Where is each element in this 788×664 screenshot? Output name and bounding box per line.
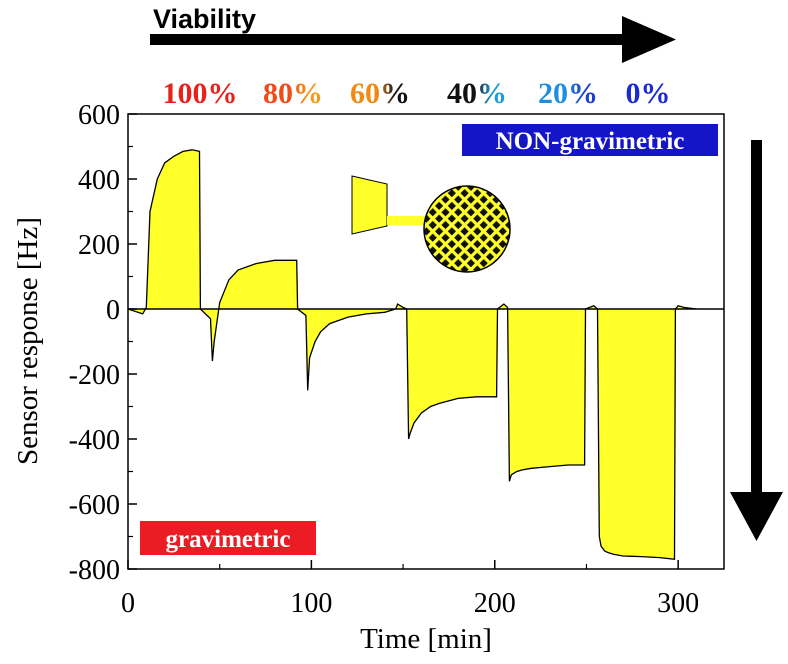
down-arrow-icon bbox=[730, 492, 783, 541]
viability-label: 100% bbox=[163, 77, 238, 110]
response-area-fill bbox=[128, 149, 697, 560]
x-tick-label: 300 bbox=[657, 588, 699, 619]
plot-area bbox=[127, 149, 724, 561]
viability-label: 40% bbox=[447, 77, 507, 110]
right-arrow-icon bbox=[622, 16, 676, 63]
viability-label: 20% bbox=[538, 77, 598, 110]
y-tick-label: 200 bbox=[78, 230, 120, 261]
non-gravimetric-badge: NON-gravimetric bbox=[462, 124, 718, 156]
x-tick-label: 0 bbox=[121, 588, 135, 619]
y-tick-label: -600 bbox=[69, 490, 120, 521]
viability-label: 60% bbox=[350, 77, 410, 110]
gravimetric-badge-bg bbox=[140, 521, 316, 555]
viability-title: Viability bbox=[153, 4, 256, 34]
x-axis-label: Time [min] bbox=[360, 623, 492, 655]
viability-labels: 100% 80% 60% 40% 20% 0% bbox=[163, 77, 671, 110]
down-arrow-shaft bbox=[751, 140, 762, 500]
right-arrow-shaft bbox=[150, 34, 628, 45]
viability-label: 80% bbox=[263, 77, 323, 110]
gravimetric-badge: gravimetric bbox=[140, 521, 316, 555]
x-tick-label: 100 bbox=[290, 588, 332, 619]
non-gravimetric-label: NON-gravimetric bbox=[496, 128, 685, 155]
y-tick-label: 400 bbox=[78, 165, 120, 196]
non-gravimetric-badge-bg bbox=[462, 124, 718, 156]
y-axis-label: Sensor response [Hz] bbox=[12, 217, 44, 465]
response-line bbox=[127, 149, 697, 561]
viability-arrow bbox=[150, 16, 676, 63]
viability-label: 0% bbox=[626, 77, 671, 110]
y-tick-label: 600 bbox=[78, 100, 120, 131]
response-arrow bbox=[730, 140, 783, 541]
gravimetric-label: gravimetric bbox=[166, 526, 291, 553]
sensor-electrode-icon bbox=[351, 175, 511, 273]
y-tick-label: -800 bbox=[69, 555, 120, 586]
y-tick-label: -200 bbox=[69, 360, 120, 391]
y-tick-label: 0 bbox=[106, 295, 120, 326]
x-tick-label: 200 bbox=[474, 588, 516, 619]
y-tick-label: -400 bbox=[69, 425, 120, 456]
